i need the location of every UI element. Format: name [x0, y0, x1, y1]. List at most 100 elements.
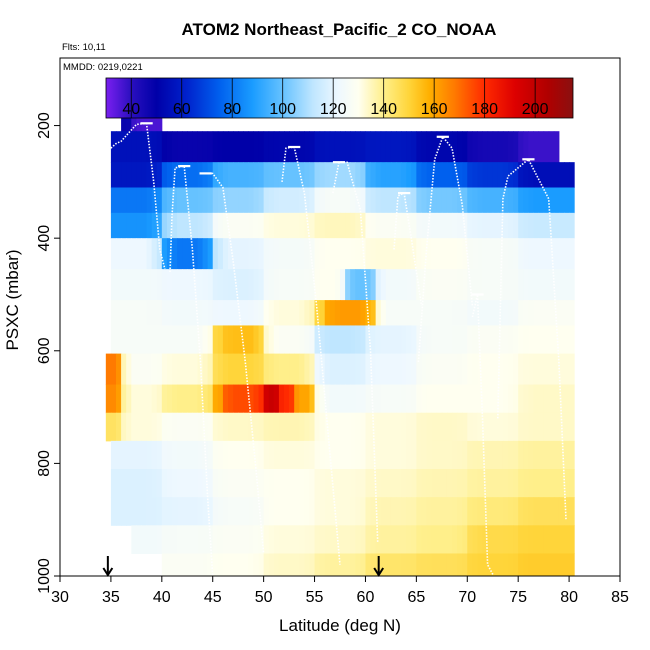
heatmap-cell: [177, 212, 183, 239]
heatmap-cell: [273, 412, 280, 442]
heatmap-cell: [462, 325, 468, 355]
heatmap-cell: [228, 525, 234, 554]
heatmap-cell: [116, 187, 122, 214]
flight-profile-line: [169, 165, 214, 576]
heatmap-cell: [197, 325, 204, 355]
heatmap-cell: [390, 162, 397, 188]
heatmap-cell: [253, 384, 260, 414]
heatmap-cell: [477, 353, 484, 386]
heatmap-cell: [538, 440, 545, 470]
heatmap-cell: [263, 384, 270, 414]
heatmap-cell: [110, 131, 117, 163]
heatmap-cell: [284, 525, 290, 554]
heatmap-cell: [248, 162, 254, 188]
heatmap-cell: [121, 187, 127, 214]
heatmap-cell: [126, 238, 132, 270]
flight-profile-line: [471, 293, 495, 576]
heatmap-cell: [406, 497, 412, 526]
heatmap-cell: [548, 553, 555, 576]
heatmap-cell: [126, 440, 132, 470]
heatmap-cell: [334, 384, 341, 414]
heatmap-cell: [416, 162, 422, 188]
heatmap-cell: [345, 440, 351, 470]
heatmap-cell: [136, 469, 142, 498]
heatmap-cell: [233, 412, 239, 442]
heatmap-cell: [187, 325, 193, 355]
heatmap-cell: [309, 212, 316, 239]
heatmap-cell: [380, 131, 387, 163]
heatmap-cell: [345, 553, 351, 576]
heatmap-cell: [187, 412, 193, 442]
heatmap-cell: [564, 553, 570, 576]
heatmap-cell: [284, 469, 290, 498]
heatmap-cell: [350, 187, 356, 214]
heatmap-cell: [538, 353, 545, 386]
heatmap-cell: [197, 384, 204, 414]
colorbar-tick-label: 200: [522, 101, 549, 118]
heatmap-cell: [558, 525, 565, 554]
heatmap-cell: [222, 525, 229, 554]
heatmap-cell: [340, 353, 346, 386]
heatmap-cell: [355, 440, 361, 470]
heatmap-cell: [467, 384, 473, 414]
heatmap-cell: [289, 187, 295, 214]
heatmap-cell: [263, 300, 270, 326]
heatmap-cell: [518, 440, 524, 470]
heatmap-cell: [406, 238, 412, 270]
heatmap-cell: [319, 384, 326, 414]
heatmap-cell: [177, 497, 183, 526]
heatmap-cell: [508, 187, 514, 214]
heatmap-cell: [502, 187, 509, 214]
heatmap-cell: [182, 497, 188, 526]
heatmap-cell: [222, 553, 229, 576]
heatmap-cell: [523, 525, 529, 554]
heatmap-cell: [299, 212, 305, 239]
heatmap-cell: [533, 384, 540, 414]
heatmap-cell: [492, 412, 499, 442]
heatmap-cell: [396, 238, 402, 270]
heatmap-cell: [304, 525, 310, 554]
heatmap-cell: [370, 238, 377, 270]
heatmap-cell: [411, 300, 417, 326]
heatmap-cell: [390, 131, 397, 163]
heatmap-cell: [385, 212, 392, 239]
heatmap-cell: [284, 238, 290, 270]
heatmap-cell: [156, 497, 163, 526]
heatmap-cell: [411, 469, 417, 498]
heatmap-cell: [375, 412, 382, 442]
heatmap-cell: [334, 497, 341, 526]
heatmap-cell: [360, 187, 366, 214]
heatmap-cell: [411, 412, 417, 442]
heatmap-cell: [446, 325, 453, 355]
heatmap-cell: [390, 525, 397, 554]
heatmap-cell: [126, 497, 132, 526]
heatmap-cell: [187, 525, 193, 554]
heatmap-cell: [238, 269, 244, 301]
heatmap-cell: [278, 131, 285, 163]
heatmap-cell: [365, 525, 372, 554]
heatmap-cell: [146, 469, 153, 498]
heatmap-cell: [243, 440, 249, 470]
heatmap-cell: [538, 412, 545, 442]
heatmap-cell: [197, 553, 204, 576]
heatmap-cell: [350, 553, 356, 576]
heatmap-cell: [365, 187, 372, 214]
heatmap-cell: [289, 412, 295, 442]
heatmap-cell: [385, 187, 392, 214]
heatmap-cell: [533, 162, 540, 188]
heatmap-cell: [380, 162, 387, 188]
heatmap-cell: [375, 497, 382, 526]
arrow-head: [373, 567, 385, 577]
heatmap-cell: [416, 238, 422, 270]
heatmap-cell: [217, 269, 224, 301]
heatmap-cell: [406, 187, 412, 214]
heatmap-cell: [263, 412, 270, 442]
heatmap-cell: [166, 384, 173, 414]
heatmap-cell: [172, 269, 178, 301]
heatmap-cell: [380, 212, 387, 239]
heatmap-cell: [116, 497, 122, 526]
heatmap-cell: [161, 300, 168, 326]
heatmap-cell: [436, 384, 443, 414]
heatmap-cell: [248, 384, 254, 414]
heatmap-cell: [497, 412, 504, 442]
